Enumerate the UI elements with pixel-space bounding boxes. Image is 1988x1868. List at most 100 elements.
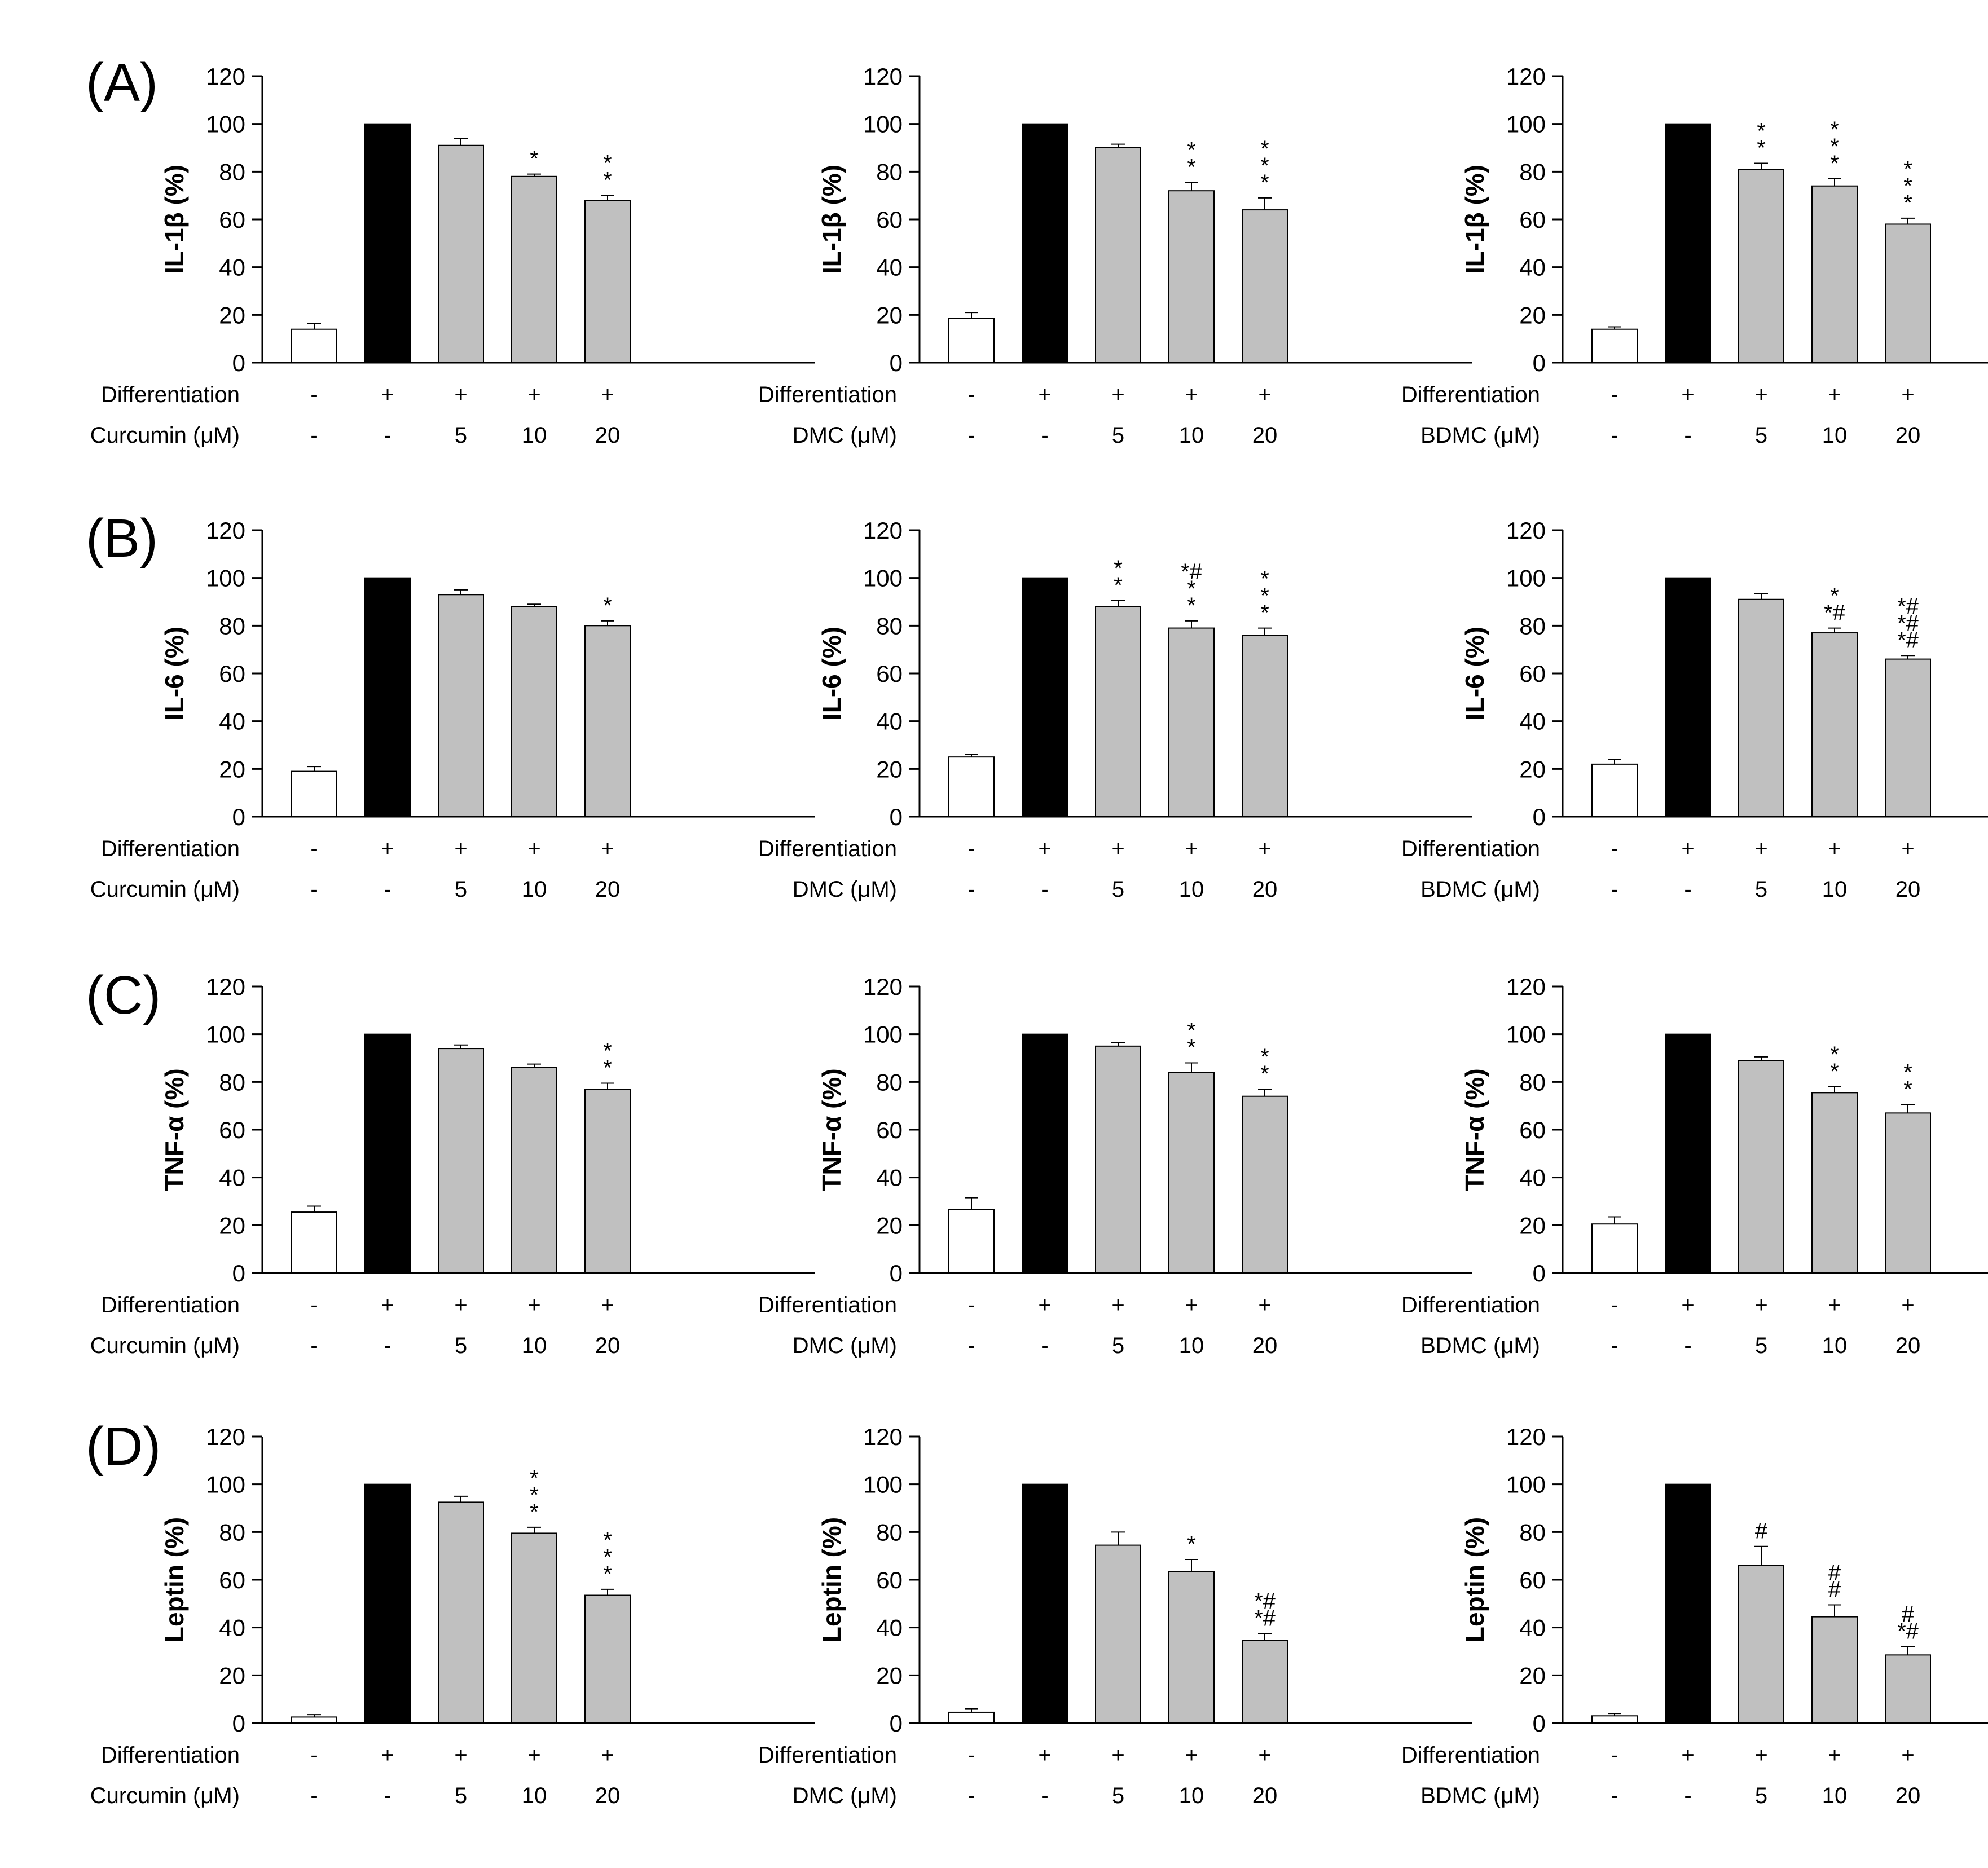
y-axis-label: TNF-α (%) — [1460, 1068, 1489, 1191]
significance-marker: # — [1828, 1577, 1841, 1602]
y-tick-label: 120 — [1506, 517, 1546, 544]
differentiation-value: + — [1111, 1743, 1124, 1768]
y-tick-label: 40 — [876, 1615, 903, 1641]
significance-marker: * — [530, 147, 539, 171]
y-tick-label: 80 — [1519, 1069, 1546, 1095]
differentiation-value: + — [601, 382, 614, 407]
bar-1 — [948, 1209, 995, 1274]
y-axis-label: IL-6 (%) — [817, 627, 846, 720]
differentiation-value: + — [1681, 836, 1694, 861]
dose-value: - — [384, 1783, 391, 1808]
dose-value: 10 — [1179, 1783, 1204, 1808]
significance-marker: *# — [1254, 1606, 1276, 1631]
dose-value: 5 — [1112, 1333, 1124, 1358]
dose-value: 5 — [1112, 1783, 1124, 1808]
differentiation-value: + — [1258, 382, 1271, 407]
dose-value: 10 — [522, 877, 547, 902]
significance-marker: * — [1260, 170, 1269, 195]
differentiation-value: + — [1185, 836, 1198, 861]
bar-4 — [1168, 190, 1215, 363]
dose-value: 5 — [455, 877, 467, 902]
differentiation-value: + — [1185, 382, 1198, 407]
dose-value: 5 — [1755, 423, 1767, 448]
y-tick-label: 60 — [219, 206, 245, 233]
y-tick-label: 0 — [1533, 1710, 1546, 1737]
y-axis-label: Leptin (%) — [1460, 1517, 1489, 1642]
bar-3 — [1095, 1045, 1141, 1274]
bar-5 — [584, 625, 631, 818]
significance-marker: * — [1757, 136, 1766, 161]
differentiation-label: Differentiation — [101, 1293, 240, 1318]
y-tick-label: 80 — [1519, 1519, 1546, 1545]
chart-d-2: 0 20 40 60 80 100 120 Leptin (%) * *#*# Differenti… — [758, 1424, 1472, 1808]
dose-value: - — [1684, 877, 1691, 902]
dose-value: 10 — [1179, 1333, 1204, 1358]
differentiation-value: - — [967, 1293, 975, 1318]
dose-value: 20 — [1895, 1783, 1921, 1808]
y-tick-label: 20 — [1519, 1212, 1546, 1239]
differentiation-label: Differentiation — [1401, 1743, 1540, 1768]
dose-value: 10 — [1179, 877, 1204, 902]
differentiation-label: Differentiation — [1401, 836, 1540, 861]
bar-1 — [948, 318, 995, 364]
differentiation-value: + — [1038, 836, 1051, 861]
y-tick-label: 0 — [1533, 804, 1546, 830]
significance-marker: * — [603, 1528, 612, 1553]
y-tick-label: 0 — [1533, 1260, 1546, 1287]
differentiation-label: Differentiation — [758, 1293, 897, 1318]
differentiation-value: + — [1681, 1743, 1694, 1768]
differentiation-value: - — [310, 382, 318, 407]
bar-4 — [1168, 1072, 1215, 1274]
differentiation-value: + — [527, 382, 540, 407]
significance-marker: # — [1755, 1519, 1768, 1544]
y-tick-label: 0 — [232, 1710, 245, 1737]
dose-value: 20 — [595, 423, 621, 448]
panel-label-d: (D) — [86, 1416, 161, 1477]
y-tick-label: 120 — [863, 973, 903, 1000]
y-tick-label: 40 — [876, 1165, 903, 1191]
y-axis-label: IL-1β (%) — [817, 165, 846, 274]
y-tick-label: 80 — [1519, 158, 1546, 185]
dose-value: 20 — [595, 877, 621, 902]
differentiation-value: - — [1611, 836, 1618, 861]
y-tick-label: 20 — [219, 1662, 245, 1689]
differentiation-value: + — [1681, 1293, 1694, 1318]
compound-label: Curcumin (μM) — [90, 1783, 240, 1808]
dose-value: 5 — [1112, 423, 1124, 448]
compound-label: DMC (μM) — [793, 1783, 897, 1808]
y-tick-label: 40 — [219, 1615, 245, 1641]
y-tick-label: 40 — [1519, 1165, 1546, 1191]
bar-4 — [511, 175, 557, 363]
dose-value: 5 — [455, 1783, 467, 1808]
differentiation-label: Differentiation — [1401, 1293, 1540, 1318]
dose-value: - — [1684, 1783, 1691, 1808]
y-tick-label: 120 — [1506, 973, 1546, 1000]
significance-marker: *# — [1897, 594, 1919, 619]
y-tick-label: 60 — [876, 1567, 903, 1593]
dose-value: - — [310, 1783, 318, 1808]
differentiation-value: - — [967, 382, 975, 407]
differentiation-value: + — [1185, 1293, 1198, 1318]
y-tick-label: 60 — [876, 1117, 903, 1143]
y-tick-label: 80 — [876, 1519, 903, 1545]
significance-marker: * — [1830, 151, 1839, 176]
bar-4 — [1168, 627, 1215, 817]
differentiation-label: Differentiation — [101, 836, 240, 861]
y-tick-label: 120 — [206, 973, 245, 1000]
differentiation-value: + — [1038, 1743, 1051, 1768]
bar-3 — [1095, 147, 1141, 363]
differentiation-value: + — [601, 1743, 614, 1768]
y-tick-label: 0 — [890, 804, 903, 830]
differentiation-value: + — [381, 836, 394, 861]
bar-5 — [584, 1594, 631, 1724]
bar-1 — [1591, 1223, 1638, 1274]
y-tick-label: 20 — [876, 1212, 903, 1239]
significance-marker: * — [1260, 567, 1269, 592]
dose-value: 20 — [595, 1783, 621, 1808]
bar-3 — [438, 1501, 484, 1724]
bar-3 — [1738, 1060, 1784, 1274]
bar-1 — [948, 1711, 995, 1724]
dose-value: - — [967, 423, 975, 448]
